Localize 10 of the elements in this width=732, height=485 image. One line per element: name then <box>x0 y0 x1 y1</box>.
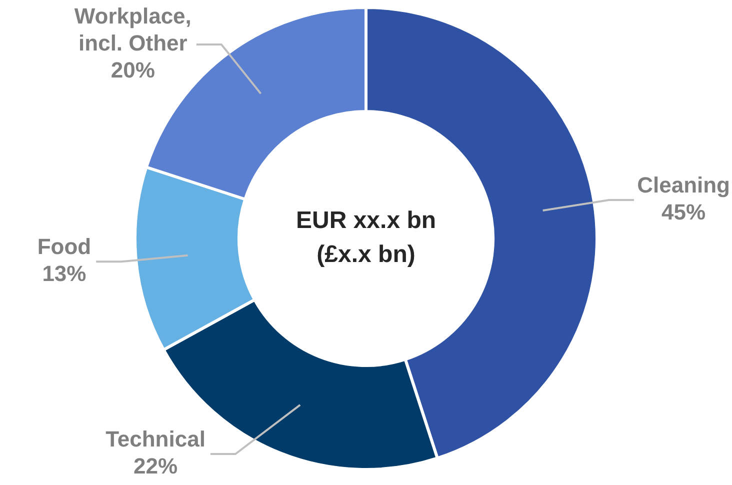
slice-label: Workplace, incl. Other <box>74 4 192 56</box>
data-label: 22% <box>133 454 178 479</box>
text: (£x.x bn) <box>316 241 416 268</box>
slice-label: Food <box>37 234 92 260</box>
data-label: 20% <box>110 58 155 83</box>
data-label: 45% <box>662 200 706 225</box>
slice-label: Cleaning <box>637 172 730 198</box>
slice-label: Technical <box>106 426 206 452</box>
text: EUR xx.x bn <box>296 207 436 234</box>
data-label: 13% <box>42 261 86 286</box>
